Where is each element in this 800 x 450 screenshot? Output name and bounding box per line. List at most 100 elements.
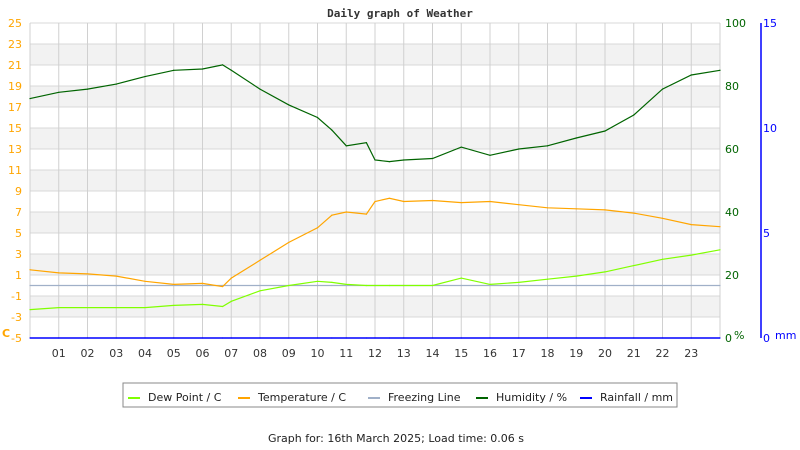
data-point <box>431 284 434 287</box>
data-point <box>633 264 635 267</box>
data-point <box>29 98 31 100</box>
x-tick-label: 08 <box>253 347 267 360</box>
x-tick-label: 20 <box>598 347 612 360</box>
data-point <box>345 145 347 147</box>
data-point <box>345 337 347 339</box>
data-point <box>690 337 692 339</box>
rain-axis-ticks: 15 10 5 0 <box>763 17 777 345</box>
data-point <box>575 284 577 287</box>
data-point <box>489 154 491 156</box>
legend: Dew Point / C Temperature / C Freezing Lin… <box>122 382 678 408</box>
data-point <box>173 283 175 286</box>
data-point <box>288 104 290 106</box>
data-point <box>259 337 261 339</box>
data-point <box>604 284 606 287</box>
data-point <box>259 284 261 287</box>
data-point <box>374 200 376 203</box>
data-point <box>144 284 146 287</box>
data-point <box>518 284 520 287</box>
data-point <box>374 159 376 161</box>
legend-label: Dew Point / C <box>148 391 222 404</box>
data-point <box>331 214 333 216</box>
data-point <box>86 88 89 90</box>
data-point <box>365 284 367 287</box>
data-point <box>575 208 577 210</box>
rain-tick-label: 5 <box>763 227 770 240</box>
data-point <box>719 249 721 251</box>
left-tick-label: 13 <box>8 143 22 156</box>
x-tick-label: 05 <box>167 347 181 360</box>
data-point <box>403 159 405 161</box>
data-point <box>403 337 405 339</box>
data-point <box>460 201 462 204</box>
legend-label: Freezing Line <box>388 391 461 404</box>
data-point <box>222 337 224 339</box>
data-point <box>518 281 520 283</box>
x-tick-label: 02 <box>81 347 95 360</box>
data-point <box>604 271 606 273</box>
data-point <box>489 200 491 203</box>
left-axis-ticks: 25 23 21 19 17 15 13 11 9 7 5 3 1 -1 -3 -5 <box>8 17 22 345</box>
data-point <box>173 69 175 71</box>
humidity-axis-ticks: 100 80 60 40 20 0 <box>725 17 746 345</box>
data-point <box>661 284 664 287</box>
data-point <box>365 213 367 215</box>
data-point <box>201 337 204 339</box>
x-tick-label: 12 <box>368 347 382 360</box>
data-point <box>173 304 175 307</box>
data-point <box>222 285 224 288</box>
data-point <box>661 88 664 90</box>
data-point <box>222 305 224 308</box>
data-point <box>115 275 117 277</box>
rain-axis-label: mm <box>775 329 796 342</box>
data-point <box>29 284 31 287</box>
data-point <box>316 284 319 287</box>
x-tick-label: 14 <box>426 347 440 360</box>
x-tick-label: 11 <box>339 347 353 360</box>
data-point <box>431 199 434 202</box>
data-point <box>86 306 89 309</box>
x-axis-ticks: 01 02 03 04 05 06 07 08 09 10 11 12 13 14 15 16 17 18 19 20… <box>52 347 699 360</box>
data-point <box>374 337 376 339</box>
x-tick-label: 16 <box>483 347 497 360</box>
data-point <box>316 337 319 339</box>
left-tick-label: 17 <box>8 101 22 114</box>
data-point <box>86 273 89 275</box>
x-tick-label: 13 <box>397 347 411 360</box>
data-point <box>431 157 434 160</box>
data-point <box>58 91 60 93</box>
series-lines <box>29 64 721 339</box>
data-point <box>388 161 390 163</box>
data-point <box>144 337 146 339</box>
x-tick-label: 17 <box>512 347 526 360</box>
data-point <box>518 148 520 150</box>
left-tick-label: 1 <box>15 269 22 282</box>
data-point <box>331 129 333 131</box>
data-point <box>86 337 89 339</box>
data-point <box>633 212 635 214</box>
x-tick-label: 07 <box>224 347 238 360</box>
grid-lines <box>29 22 721 339</box>
data-point <box>222 64 224 66</box>
left-tick-label: 5 <box>15 227 22 240</box>
x-tick-label: 01 <box>52 347 66 360</box>
data-point <box>201 68 204 70</box>
data-point <box>173 337 175 339</box>
data-point <box>661 258 664 260</box>
data-point <box>259 290 261 292</box>
data-point <box>316 280 319 282</box>
data-point <box>230 277 232 279</box>
humidity-tick-label: 60 <box>725 143 739 156</box>
left-axis-label: C <box>2 327 10 340</box>
data-point <box>58 306 60 309</box>
rain-tick-label: 15 <box>763 17 777 30</box>
data-point <box>230 337 232 339</box>
data-point <box>546 145 549 147</box>
data-point <box>288 241 290 244</box>
left-tick-label: 23 <box>8 38 22 51</box>
humidity-tick-label: 80 <box>725 80 739 93</box>
x-tick-label: 18 <box>541 347 555 360</box>
x-tick-label: 21 <box>627 347 641 360</box>
data-point <box>690 254 692 256</box>
x-tick-label: 23 <box>684 347 698 360</box>
